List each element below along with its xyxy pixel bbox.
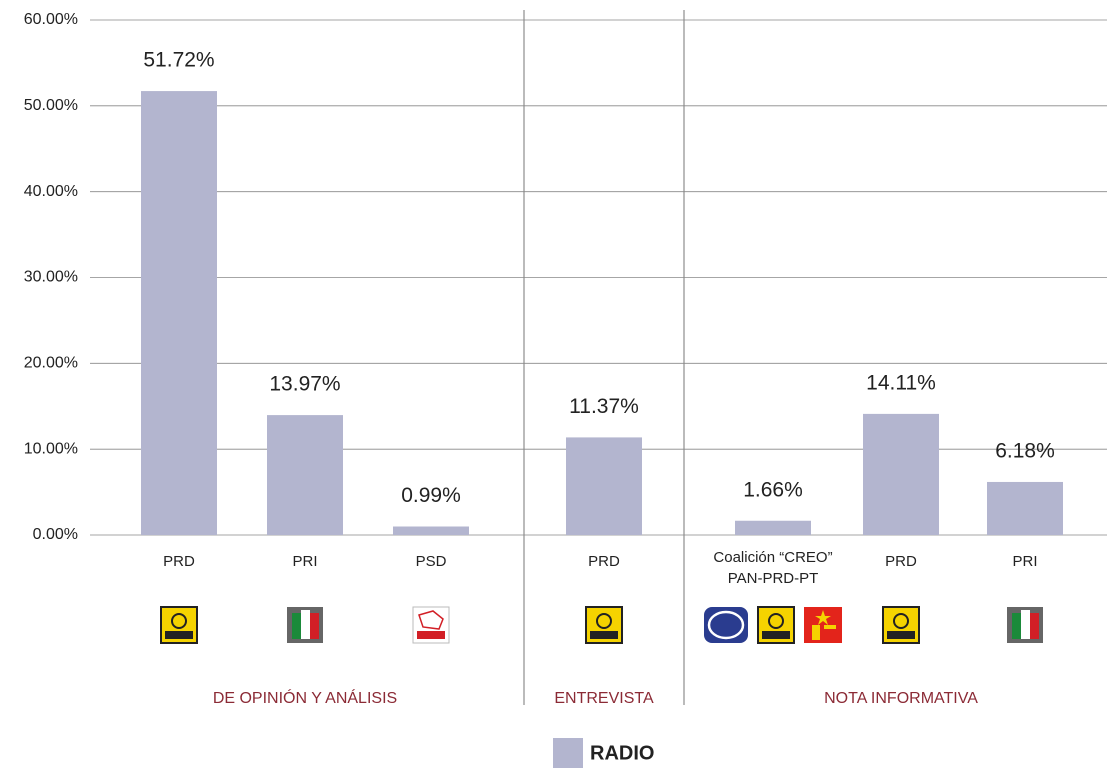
logo-white (1021, 610, 1030, 639)
legend-label: RADIO (590, 742, 654, 764)
logo-star (815, 610, 831, 625)
x-tick-label: PRD (885, 553, 917, 570)
logo-ring (707, 610, 745, 640)
bar (267, 415, 343, 535)
y-tick-label: 30.00% (24, 269, 78, 286)
y-tick-label: 10.00% (24, 440, 78, 457)
x-tick-label: PRD (588, 553, 620, 570)
value-label: 11.37% (569, 395, 639, 418)
logo-green (292, 613, 301, 639)
logo-sun (768, 613, 784, 629)
logo-red (310, 613, 319, 639)
party-logo (804, 607, 842, 643)
value-label: 1.66% (743, 478, 803, 501)
logo-band (762, 631, 790, 639)
party-logo (757, 606, 795, 644)
value-label: 13.97% (269, 373, 340, 396)
x-tick-label: PAN-PRD-PT (728, 570, 819, 587)
x-tick-label: PRD (163, 553, 195, 570)
value-label: 14.11% (866, 371, 936, 394)
party-logo (287, 607, 323, 643)
logo-band (590, 631, 618, 639)
logo-band (165, 631, 193, 639)
y-tick-label: 20.00% (24, 355, 78, 372)
bar (987, 481, 1063, 535)
y-tick-label: 60.00% (24, 11, 78, 28)
value-label: 0.99% (401, 484, 461, 507)
logo-white (301, 610, 310, 639)
party-logo (412, 606, 450, 644)
x-tick-label: PSD (416, 553, 447, 570)
group-label: ENTREVISTA (554, 690, 654, 707)
bar (735, 520, 811, 535)
x-tick-label: PRI (292, 553, 317, 570)
logo-map (418, 610, 444, 630)
legend-swatch (553, 738, 583, 768)
party-logo (704, 607, 748, 643)
logo-red (1030, 613, 1039, 639)
logo-sun (596, 613, 612, 629)
bar (393, 526, 469, 535)
logo-sun (171, 613, 187, 629)
logo-green (1012, 613, 1021, 639)
logo-band (417, 631, 445, 639)
bar (566, 437, 642, 535)
group-label: DE OPINIÓN Y ANÁLISIS (213, 688, 397, 707)
logo-t (824, 625, 836, 629)
y-tick-label: 50.00% (24, 97, 78, 114)
logo-p (812, 625, 820, 640)
y-tick-label: 0.00% (33, 526, 78, 543)
bar (863, 413, 939, 535)
x-tick-label: Coalición “CREO” (713, 549, 832, 566)
party-logo (585, 606, 623, 644)
party-logo (1007, 607, 1043, 643)
x-tick-label: PRI (1012, 553, 1037, 570)
value-label: 51.72% (143, 49, 214, 72)
bar (141, 91, 217, 535)
logo-band (887, 631, 915, 639)
group-label: NOTA INFORMATIVA (824, 690, 978, 707)
party-logo (160, 606, 198, 644)
value-label: 6.18% (995, 440, 1055, 463)
logo-sun (893, 613, 909, 629)
y-tick-label: 40.00% (24, 183, 78, 200)
party-logo (882, 606, 920, 644)
